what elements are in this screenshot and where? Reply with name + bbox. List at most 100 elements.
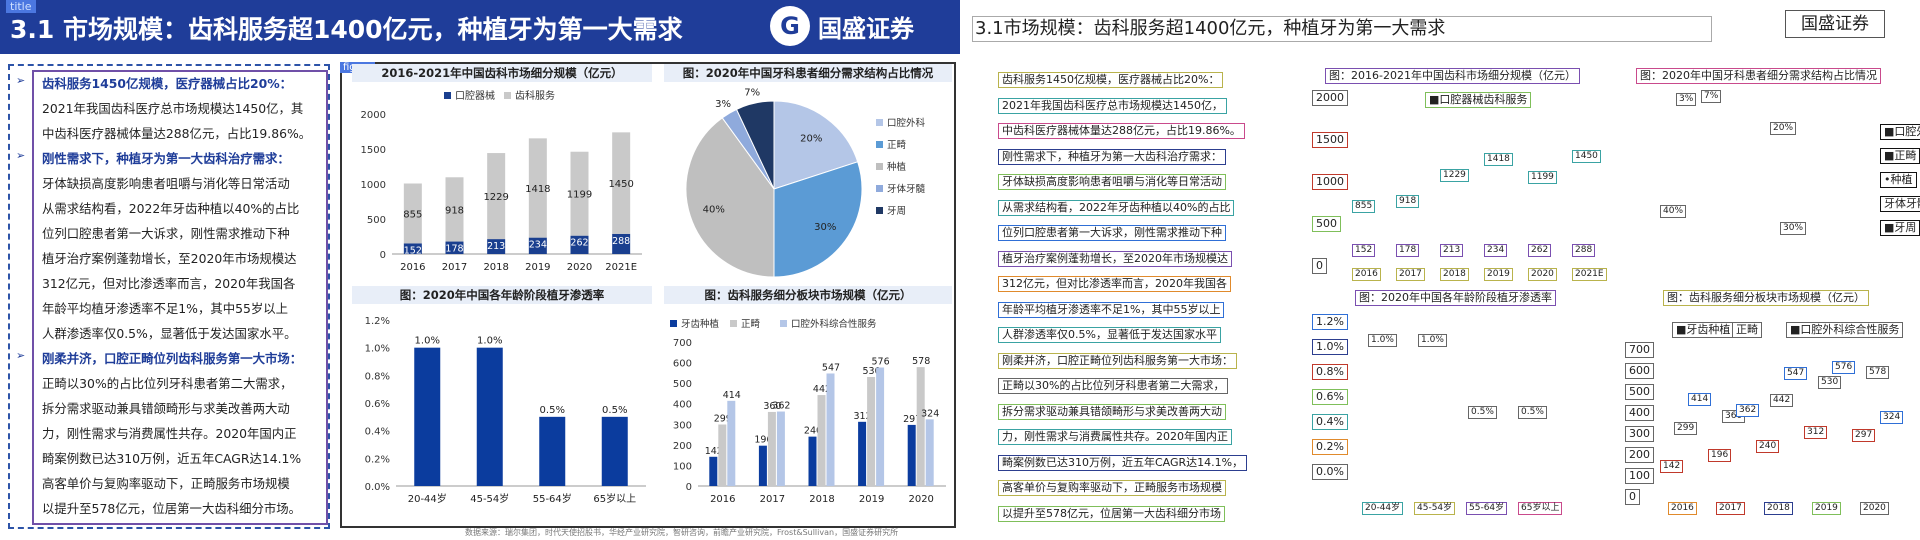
y-tick-label: 2000	[361, 110, 386, 121]
legend-label: 牙齿种植	[681, 318, 720, 330]
pie-slice	[735, 100, 775, 190]
legend-swatch	[876, 185, 883, 192]
body-line: 位列口腔患者第一大诉求，刚性需求推动下种	[42, 226, 290, 241]
right-value-box: 1450	[1572, 150, 1601, 164]
bar-value-label: 1418	[525, 184, 550, 195]
body-line: 拆分需求驱动兼具错颌畸形与求美改善两大动	[42, 401, 290, 416]
body-line: 从需求结构看，2022年牙齿种植以40%的占比	[42, 201, 300, 216]
right-value-box: 300	[1625, 426, 1654, 442]
right-value-box: 3%	[1676, 93, 1697, 106]
right-body-line: 正畸以30%的占比位列牙科患者第二大需求，	[998, 378, 1229, 394]
right-body-line: 齿科服务1450亿规模，医疗器械占比20%：	[998, 72, 1224, 88]
bar	[414, 347, 441, 486]
right-value-box: 200	[1625, 447, 1654, 463]
right-value-box: 547	[1784, 366, 1808, 380]
y-tick-label: 0.2%	[365, 454, 390, 465]
right-title: 3.1市场规模：齿科服务超1400亿元，种植牙为第一大需求	[972, 16, 1712, 42]
slide-title: 3.1 市场规模：齿科服务超1400亿元，种植牙为第一大需求	[10, 15, 683, 44]
right-value-box: 2018	[1440, 268, 1469, 281]
bullet-arrow-icon: ➢	[16, 349, 26, 362]
bar	[727, 400, 736, 486]
legend-swatch	[876, 163, 883, 170]
bar	[601, 416, 628, 486]
right-value-box: 2017	[1716, 502, 1745, 515]
implant-penetration-chart: 0.0% 0.2% 0.4% 0.6% 0.8% 1.0% 1.2% 1.0% 20-44岁 1.…	[365, 316, 646, 505]
bar-value-label: 547	[822, 362, 840, 373]
right-pie-legend-item: ■口腔外科	[1880, 124, 1920, 140]
bar-value-label: 414	[723, 390, 741, 401]
legend-label: 牙体牙髓	[887, 183, 926, 195]
right-body-line: 年龄平均植牙渗透率不足1%，其中55岁以上	[998, 301, 1225, 318]
right-value-box: 700	[1625, 342, 1654, 358]
right-chart4-title: 图：齿科服务细分板块市场规模（亿元）	[1663, 290, 1869, 306]
y-tick-label: 0.4%	[365, 427, 390, 438]
bar	[776, 411, 785, 486]
right-value-box: 297	[1852, 428, 1876, 442]
right-value-box: 0.4%	[1312, 414, 1348, 430]
bar-device	[445, 241, 464, 254]
bar-value-label: 297	[903, 414, 921, 425]
bar-service	[403, 183, 422, 244]
bar-device	[612, 233, 631, 254]
bar	[767, 411, 776, 486]
right-body-line: 刚柔并济，口腔正畸位列齿科服务第一大市场：	[998, 352, 1237, 369]
y-tick-label: 1000	[361, 180, 386, 191]
bar-value-label: 142	[705, 446, 723, 457]
bar-value-label: 196	[754, 435, 772, 446]
bar-value-label: 855	[403, 209, 422, 220]
bar-value-label: 1199	[567, 190, 592, 201]
bar	[867, 376, 876, 486]
right-value-box: 0.0%	[1312, 464, 1348, 480]
text-frame-outer	[8, 64, 330, 529]
right-value-box: 55-64岁	[1466, 502, 1508, 515]
right-value-box: 1.0%	[1418, 334, 1447, 347]
right-value-box: 30%	[1780, 222, 1807, 235]
annotation-panel: 3.1市场规模：齿科服务超1400亿元，种植牙为第一大需求 国盛证券 齿科服务1…	[960, 0, 1920, 540]
x-tick-label: 2018	[809, 494, 834, 505]
bar-value-label: 152	[404, 245, 422, 256]
legend-swatch	[670, 320, 677, 327]
right-value-box: 2019	[1812, 502, 1841, 515]
x-tick-label: 2017	[760, 494, 785, 505]
bar-value-label: 178	[445, 244, 463, 255]
pie-slice	[773, 161, 863, 278]
right-value-box: 918	[1396, 194, 1420, 208]
logo-mark-icon: G	[770, 6, 810, 46]
right-body-line: 2021年我国齿科医疗总市场规模达1450亿，	[998, 97, 1227, 114]
right-value-box: 262	[1528, 244, 1552, 257]
y-tick-label: 200	[673, 441, 692, 452]
bar-device	[403, 243, 422, 254]
right-value-box: 1199	[1528, 171, 1557, 185]
right-value-box: 2021E	[1572, 268, 1607, 281]
header-tag: title	[6, 0, 36, 13]
body-line: 中齿科医疗器械体量达288亿元，占比19.86%。	[42, 126, 312, 141]
right-value-box: 2020	[1860, 502, 1889, 515]
right-value-box: 576	[1832, 360, 1856, 374]
right-chart3-title: 图：2020年中国各年龄阶段植牙渗透率	[1355, 290, 1556, 306]
legend-label: 牙周	[887, 206, 906, 217]
legend-swatch	[876, 207, 883, 214]
body-line: 年龄平均植牙渗透率不足1%，其中55岁以上	[42, 301, 289, 316]
bar-value-label: 213	[487, 241, 505, 252]
right-value-box: 0.2%	[1312, 439, 1348, 455]
segment-market-chart: 牙齿种植 正畸 口腔外科综合性服务 0 100 200 300 400 500 600 700 142…	[670, 318, 946, 505]
right-value-box: 2016	[1352, 268, 1381, 281]
bar	[709, 456, 718, 486]
legend-swatch	[876, 141, 883, 148]
bar-device	[528, 237, 547, 254]
chart2-title: 图：2020年中国牙科患者细分需求结构占比情况	[664, 64, 952, 82]
right-value-box: 2020	[1528, 268, 1557, 281]
bar-value-label: 442	[813, 384, 831, 395]
right-body-line: 人群渗透率仅0.5%，显著低于发达国家水平	[998, 327, 1221, 343]
body-line: 齿科服务1450亿规模，医疗器械占比20%：	[42, 76, 293, 91]
x-tick-label: 2016	[710, 494, 735, 505]
bar-value-label: 312	[854, 411, 872, 422]
legend-label: 齿科服务	[515, 89, 555, 102]
body-line: 312亿元，但对比渗透率而言，2020年我国各	[42, 276, 296, 291]
right-value-box: 2018	[1764, 502, 1793, 515]
body-line: 高客单价与复购率驱动下，正畸服务市场规模	[42, 476, 290, 491]
right-logo: 国盛证券	[1785, 10, 1885, 38]
chart4-title: 图：齿科服务细分板块市场规模（亿元）	[664, 286, 952, 304]
right-value-box: 2019	[1484, 268, 1513, 281]
right-value-box: 196	[1708, 448, 1732, 462]
